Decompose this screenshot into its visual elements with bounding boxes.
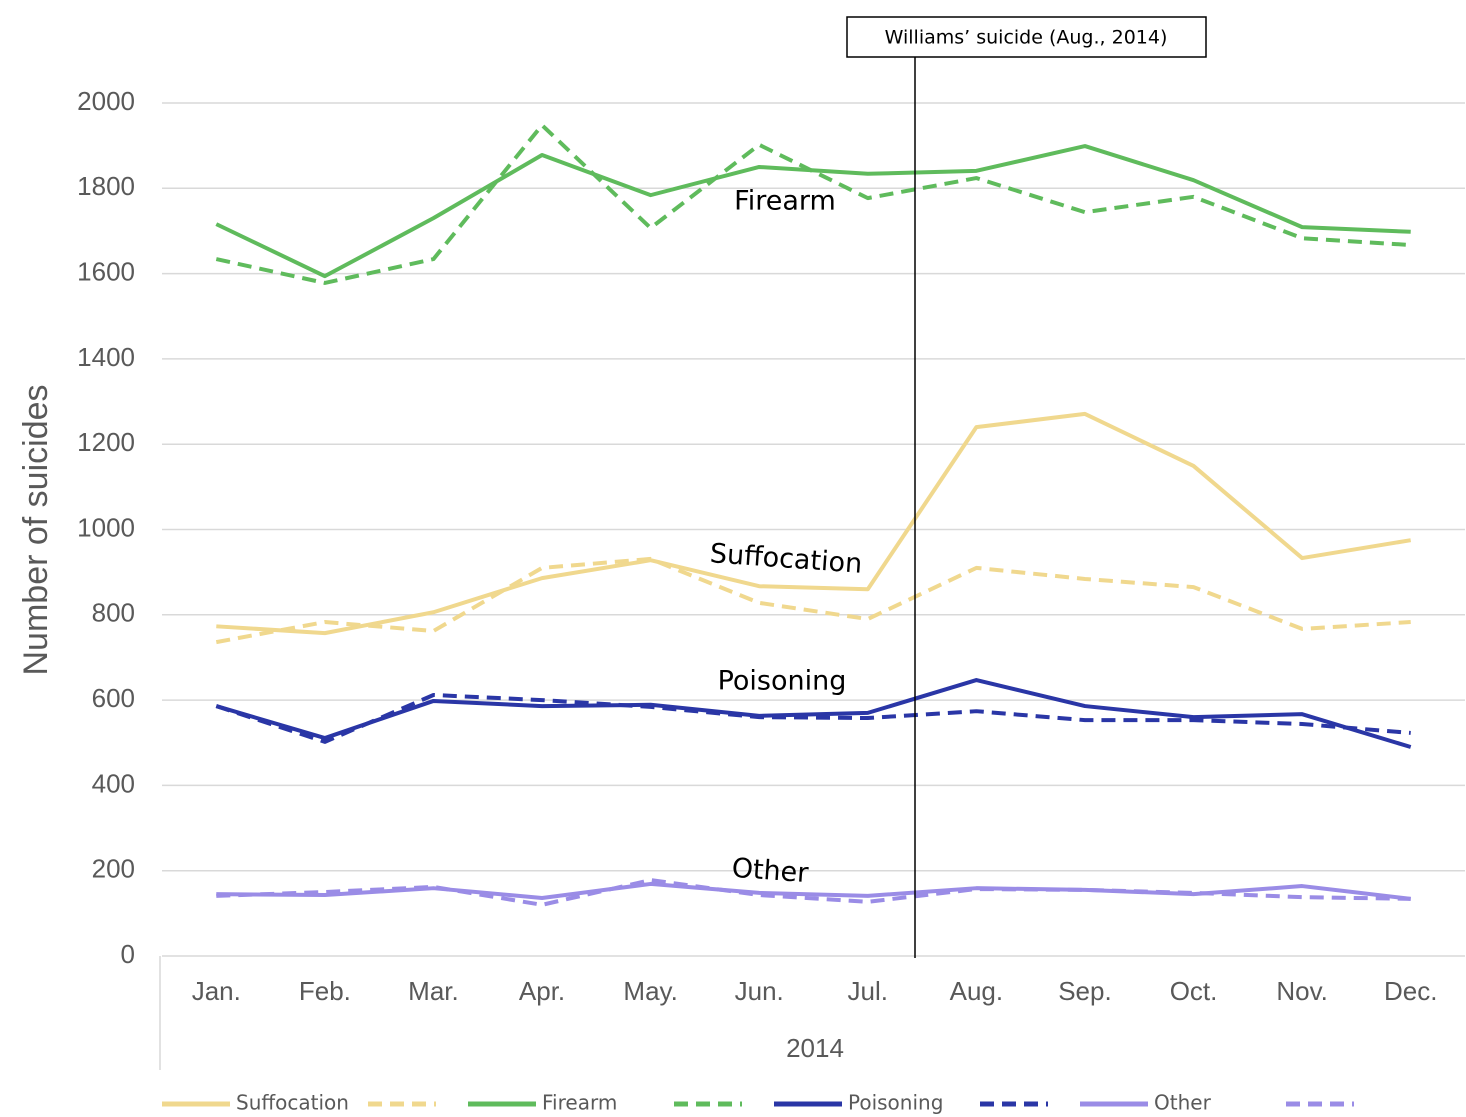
y-tick-label: 1000: [77, 512, 135, 542]
line-series: [215, 692, 1411, 744]
x-tick-label: Apr.: [519, 976, 565, 1006]
y-tick-label: 2000: [77, 86, 135, 116]
series-label: Firearm: [734, 186, 836, 217]
x-tick-label: Mar.: [408, 976, 459, 1006]
x-tick-label: Feb.: [299, 976, 351, 1006]
y-tick-label: 800: [92, 598, 135, 628]
y-tick-label: 1800: [77, 171, 135, 201]
line-series: [215, 144, 1411, 279]
x-tick-label: Sep.: [1058, 976, 1112, 1006]
line-series: [215, 123, 1411, 285]
y-tick-label: 1600: [77, 256, 135, 286]
x-tick-label: Jul.: [848, 976, 888, 1006]
series-label: Suffocation: [709, 538, 863, 580]
y-axis-label: Number of suicides: [17, 384, 55, 675]
x-tick-label: Jun.: [735, 976, 784, 1006]
x-axis-label: 2014: [786, 1033, 844, 1063]
x-tick-label: Dec.: [1384, 976, 1437, 1006]
x-tick-label: May.: [623, 976, 677, 1006]
series-label: Other: [731, 853, 811, 889]
y-tick-label: 400: [92, 768, 135, 798]
line-series: [216, 411, 1412, 636]
x-tick-label: Oct.: [1170, 976, 1218, 1006]
x-tick-label: Nov.: [1276, 976, 1328, 1006]
x-tick-label: Aug.: [950, 976, 1004, 1006]
annotation-box: [846, 16, 1207, 58]
line-series: [216, 878, 1411, 907]
legend-label: Firearm: [542, 1091, 617, 1115]
y-tick-label: 1200: [77, 427, 135, 457]
legend-label: Other: [1154, 1091, 1212, 1115]
x-tick-label: Jan.: [192, 976, 241, 1006]
y-tick-label: 200: [92, 854, 135, 884]
y-tick-label: 0: [121, 939, 135, 969]
y-tick-label: 600: [92, 683, 135, 713]
line-series: [215, 556, 1411, 645]
legend-label: Suffocation: [236, 1091, 349, 1115]
series-label: Poisoning: [718, 666, 847, 697]
legend-label: Poisoning: [848, 1091, 943, 1115]
line-series: [215, 678, 1412, 749]
y-tick-label: 1400: [77, 342, 135, 372]
annotation-text: Williams’ suicide (Aug., 2014): [885, 27, 1168, 49]
